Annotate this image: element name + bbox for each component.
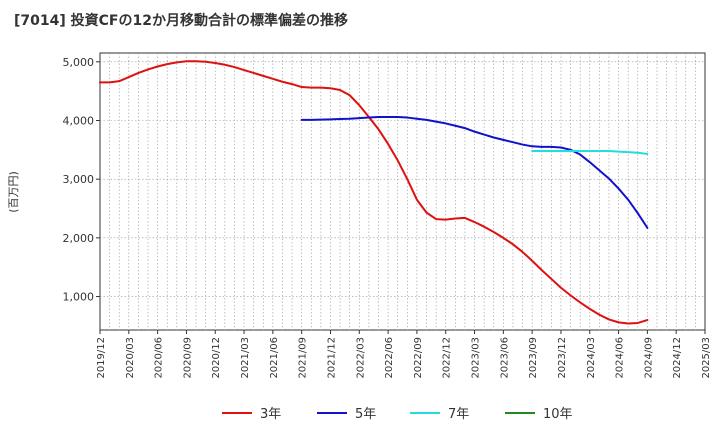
series-line-2: [531, 150, 649, 155]
series-lines: [99, 60, 649, 325]
x-tick-label: 2024/06: [615, 337, 626, 379]
x-tick-label: 2021/03: [240, 337, 251, 379]
y-tick-label: 2,000: [63, 232, 95, 245]
series-line-1: [300, 115, 649, 229]
y-axis-ticks: 1,000 2,000 3,000 4,000 5,000: [63, 56, 100, 304]
y-tick-label: 1,000: [63, 291, 95, 304]
legend: 3年 5年 7年 10年: [222, 407, 573, 422]
x-tick-label: 2021/06: [269, 337, 280, 379]
x-tick-label: 2019/12: [96, 337, 107, 379]
y-tick-label: 4,000: [63, 114, 95, 127]
x-tick-label: 2024/12: [672, 337, 683, 379]
y-axis-label: (百万円): [7, 171, 20, 213]
x-tick-label: 2022/03: [355, 337, 366, 379]
x-tick-label: 2023/03: [471, 337, 482, 379]
series-line-0: [99, 60, 649, 325]
y-tick-label: 3,000: [63, 173, 95, 186]
chart-title: [7014] 投資CFの12か月移動合計の標準偏差の推移: [14, 13, 348, 29]
x-tick-label: 2023/12: [557, 337, 568, 379]
x-tick-label: 2024/03: [586, 337, 597, 379]
x-tick-label: 2021/12: [326, 337, 337, 379]
x-tick-label: 2023/09: [528, 337, 539, 379]
x-tick-label: 2020/09: [182, 337, 193, 379]
y-tick-label: 5,000: [63, 56, 95, 69]
x-tick-label: 2022/09: [413, 337, 424, 379]
plot-frame: [99, 52, 706, 331]
x-tick-label: 2024/09: [643, 337, 654, 379]
legend-label-3: 10年: [543, 407, 573, 422]
legend-label-0: 3年: [260, 407, 281, 422]
legend-label-1: 5年: [355, 407, 376, 422]
legend-label-2: 7年: [448, 407, 469, 422]
x-tick-label: 2020/06: [154, 337, 165, 379]
x-tick-label: 2022/12: [442, 337, 453, 379]
x-tick-label: 2023/06: [499, 337, 510, 379]
x-tick-label: 2022/06: [384, 337, 395, 379]
x-tick-label: 2021/09: [298, 337, 309, 379]
x-tick-label: 2025/03: [701, 337, 712, 379]
x-tick-label: 2020/03: [125, 337, 136, 379]
x-tick-label: 2020/12: [211, 337, 222, 379]
grid-lines: [99, 52, 706, 331]
x-axis-ticks: 2019/12 2020/03 2020/06 2020/09 2020/12 2021/…: [96, 330, 712, 379]
